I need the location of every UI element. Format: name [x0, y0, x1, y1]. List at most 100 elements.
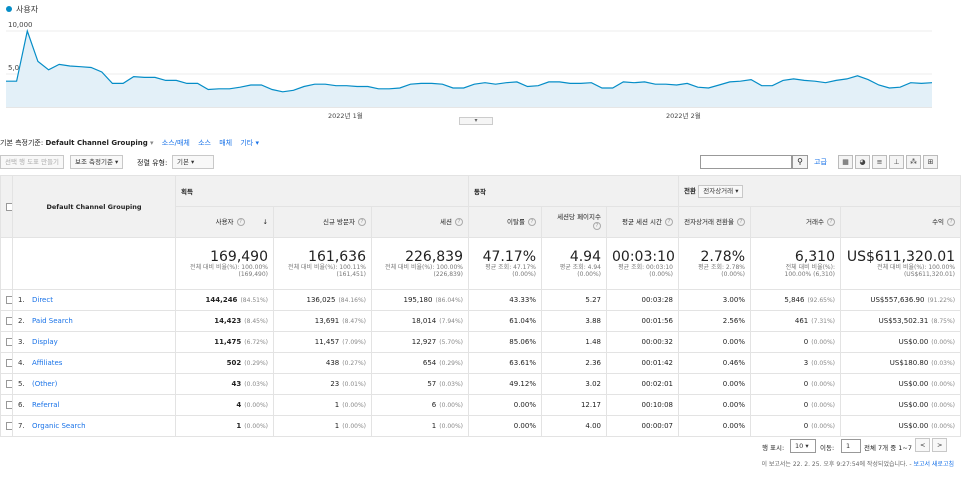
pie-view-icon[interactable]: ◕	[855, 155, 870, 169]
chart-collapse-handle[interactable]: ▾	[459, 117, 493, 125]
cell-value: 00:01:42	[641, 359, 673, 367]
col-new-users[interactable]: 신규 방문자?	[273, 206, 372, 238]
total-conv: 2.78% 평균 조회: 2.78% (0.00%)	[678, 237, 751, 290]
cell-value: 3.00%	[722, 296, 745, 304]
row-checkbox[interactable]	[6, 359, 12, 367]
cell-percent: (5.70%)	[439, 339, 463, 346]
table-cell: 2.56%	[678, 310, 751, 332]
table-row[interactable]: 6. Referral 4 (0.00%) 1 (0.00%) 6 (0.00%) 0.00% 1…	[0, 394, 962, 416]
row-checkbox[interactable]	[6, 401, 12, 409]
col-conv-label: 전자상거래 전환율	[684, 217, 734, 226]
table-cell: 13,691 (8.47%)	[273, 310, 372, 332]
pivot-view-icon[interactable]: ⊞	[923, 155, 938, 169]
help-icon[interactable]: ?	[737, 217, 745, 226]
secondary-dimension-button[interactable]: 보조 측정기준 ▾	[70, 155, 124, 169]
col-tx-label: 거래수	[806, 217, 824, 226]
col-transactions[interactable]: 거래수?	[750, 206, 841, 238]
help-icon[interactable]: ?	[528, 217, 536, 226]
table-search-input[interactable]	[700, 155, 792, 169]
row-checkbox[interactable]	[6, 296, 12, 304]
cell-percent: (8.45%)	[244, 318, 268, 325]
comparison-view-icon[interactable]: ⊥	[889, 155, 904, 169]
help-icon[interactable]: ?	[236, 217, 245, 226]
report-table: Default Channel Grouping 획득 동작 전환 전자상거래 …	[0, 175, 962, 437]
table-cell: 11,457 (7.09%)	[273, 331, 372, 353]
table-cell: US$53,502.31 (8.75%)	[839, 310, 962, 332]
row-checkbox[interactable]	[6, 338, 12, 346]
table-row[interactable]: 1. Direct 144,246 (84.51%) 136,025 (84.16%) 19…	[0, 289, 962, 311]
table-cell: 3.00%	[678, 289, 751, 311]
table-view-icon[interactable]: ▦	[838, 155, 853, 169]
cell-percent: (0.29%)	[244, 360, 268, 367]
conversion-select[interactable]: 전자상거래 ▾	[698, 184, 744, 198]
table-cell: 654 (0.29%)	[371, 352, 469, 374]
search-icon[interactable]: ⚲	[792, 155, 808, 169]
table-row[interactable]: 4. Affiliates 502 (0.29%) 438 (0.27%) 654 (0.29…	[0, 352, 962, 374]
help-icon[interactable]: ?	[665, 217, 673, 226]
col-ecommerce-conversion-rate[interactable]: 전자상거래 전환율?	[678, 206, 751, 238]
plot-rows-button[interactable]: 선택 행 도표 만들기	[0, 155, 65, 169]
col-users[interactable]: 사용자? ↓	[175, 206, 274, 238]
table-cell: 0 (0.00%)	[750, 331, 841, 353]
refresh-report-link[interactable]: 보고서 새로고침	[913, 461, 954, 468]
dimension-link-source-medium[interactable]: 소스/매체	[161, 139, 190, 147]
row-channel-link[interactable]: Display	[32, 338, 58, 346]
prev-page-button[interactable]: <	[915, 438, 930, 452]
cell-value: 00:00:07	[641, 422, 673, 430]
row-channel-link[interactable]: Paid Search	[32, 317, 73, 325]
dimension-link-other[interactable]: 기타	[240, 139, 254, 147]
row-channel-link[interactable]: Organic Search	[32, 422, 86, 430]
table-cell: US$0.00 (0.00%)	[839, 373, 962, 395]
table-cell: 4 (0.00%)	[175, 394, 274, 416]
row-index: 5.	[18, 380, 25, 388]
col-avg-session-duration[interactable]: 평균 세션 시간?	[606, 206, 679, 238]
dimension-active[interactable]: Default Channel Grouping	[45, 139, 148, 147]
dimension-link-medium[interactable]: 매체	[219, 139, 233, 147]
chart-legend[interactable]: 사용자	[6, 4, 38, 15]
sort-desc-icon[interactable]: ↓	[262, 217, 268, 226]
help-icon[interactable]: ?	[947, 217, 956, 226]
table-cell: 14,423 (8.45%)	[175, 310, 274, 332]
cell-percent: (0.00%)	[244, 402, 268, 409]
advanced-filter-link[interactable]: 고급	[814, 158, 827, 166]
col-users-label: 사용자	[215, 217, 234, 226]
table-cell: 4.00	[541, 415, 607, 437]
cell-value: 00:01:56	[641, 317, 673, 325]
row-checkbox[interactable]	[6, 317, 12, 325]
rows-per-page-select[interactable]: 10 ▾	[790, 439, 816, 453]
col-sessions[interactable]: 세션?	[371, 206, 469, 238]
help-icon[interactable]: ?	[455, 217, 463, 226]
totals-spacer	[12, 237, 176, 290]
help-icon[interactable]: ?	[358, 217, 366, 226]
sort-type-select[interactable]: 기본 ▾	[172, 155, 214, 169]
table-row[interactable]: 5. (Other) 43 (0.03%) 23 (0.01%) 57 (0.03%) 49.1…	[0, 373, 962, 395]
row-channel-link[interactable]: Referral	[32, 401, 60, 409]
table-cell: 23 (0.01%)	[273, 373, 372, 395]
total-value: 161,636	[308, 248, 366, 265]
help-icon[interactable]: ?	[593, 222, 601, 230]
row-channel-link[interactable]: (Other)	[32, 380, 58, 388]
col-pages-per-session[interactable]: 세션당 페이지수?	[541, 206, 607, 238]
help-icon[interactable]: ?	[827, 217, 835, 226]
table-cell: 0.00%	[468, 415, 542, 437]
dimension-link-source[interactable]: 소스	[198, 139, 211, 147]
performance-view-icon[interactable]: ≡	[872, 155, 887, 169]
table-row[interactable]: 3. Display 11,475 (6.72%) 11,457 (7.09%) 12,92…	[0, 331, 962, 353]
cell-value: 1.48	[585, 338, 601, 346]
dimension-column-header[interactable]: Default Channel Grouping	[12, 175, 176, 238]
cell-value: 13,691	[314, 317, 340, 325]
next-page-button[interactable]: >	[932, 438, 947, 452]
goto-page-input[interactable]: 1	[841, 439, 861, 453]
term-cloud-view-icon[interactable]: ⁂	[906, 155, 921, 169]
table-row[interactable]: 2. Paid Search 14,423 (8.45%) 13,691 (8.47%) 1…	[0, 310, 962, 332]
row-channel-link[interactable]: Direct	[32, 296, 53, 304]
col-revenue[interactable]: 수익?	[839, 206, 962, 238]
row-channel-link[interactable]: Affiliates	[32, 359, 63, 367]
table-cell: 00:01:42	[606, 352, 679, 374]
col-bounce-rate[interactable]: 이탈률?	[468, 206, 542, 238]
row-checkbox[interactable]	[6, 380, 12, 388]
select-all-checkbox[interactable]	[6, 202, 12, 211]
table-row[interactable]: 7. Organic Search 1 (0.00%) 1 (0.00%) 1 (0.00%)…	[0, 415, 962, 437]
table-cell: 12.17	[541, 394, 607, 416]
row-checkbox[interactable]	[6, 422, 12, 430]
